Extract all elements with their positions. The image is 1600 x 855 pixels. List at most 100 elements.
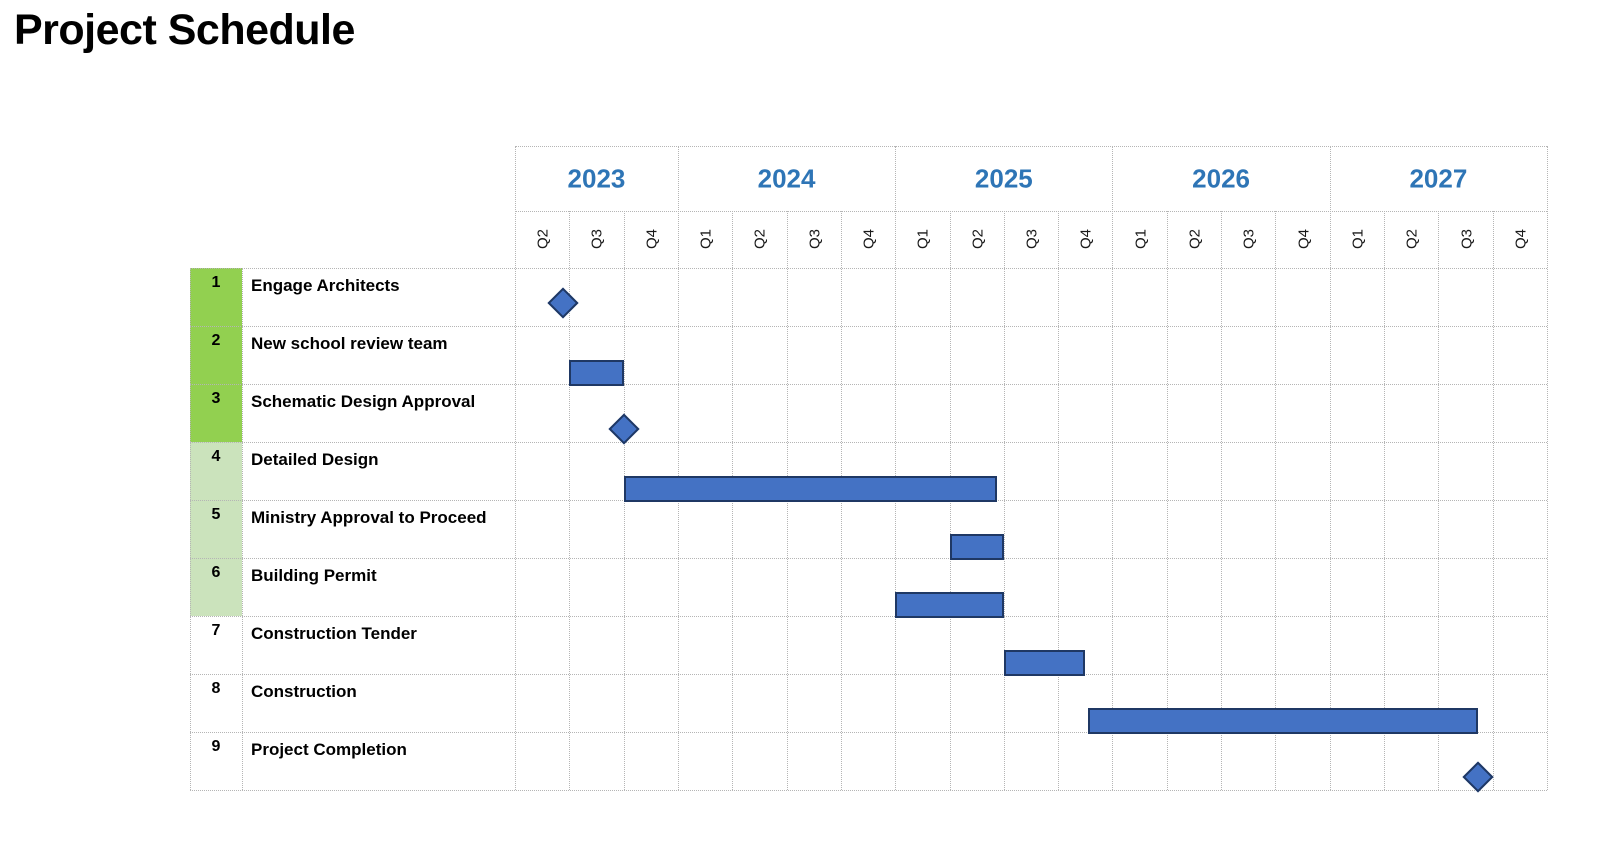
quarter-label: Q2 bbox=[969, 228, 987, 250]
task-name: New school review team bbox=[251, 334, 448, 353]
gantt-milestone-diamond bbox=[547, 287, 579, 319]
task-number: 9 bbox=[211, 738, 221, 755]
quarter-label: Q3 bbox=[1023, 228, 1041, 250]
year-label: 2025 bbox=[974, 163, 1033, 193]
gantt-bar bbox=[1003, 650, 1086, 676]
grid-line bbox=[1492, 211, 1494, 790]
task-number-cell: 1 bbox=[190, 268, 242, 326]
task-number-cell: 8 bbox=[190, 674, 242, 732]
grid-line bbox=[190, 674, 1547, 675]
grid-line bbox=[677, 146, 679, 790]
task-name-cell: Project Completion bbox=[242, 732, 515, 790]
task-name-cell: Building Permit bbox=[242, 558, 515, 616]
year-label: 2023 bbox=[567, 163, 626, 193]
task-name-cell: New school review team bbox=[242, 326, 515, 384]
grid-line bbox=[1166, 211, 1168, 790]
gantt-bar bbox=[895, 592, 1004, 618]
task-number: 4 bbox=[211, 448, 221, 465]
grid-line bbox=[190, 790, 1547, 791]
quarter-label: Q3 bbox=[1240, 228, 1258, 250]
year-header-cell: 2027 bbox=[1330, 146, 1547, 211]
quarter-label: Q1 bbox=[914, 228, 932, 250]
quarter-label: Q4 bbox=[1077, 228, 1095, 250]
grid-line bbox=[569, 211, 571, 790]
quarter-label: Q2 bbox=[1186, 228, 1204, 250]
task-name: Ministry Approval to Proceed bbox=[251, 508, 487, 527]
quarter-label: Q1 bbox=[1132, 228, 1150, 250]
task-name-cell: Schematic Design Approval bbox=[242, 384, 515, 442]
quarter-label: Q3 bbox=[588, 228, 606, 250]
grid-line bbox=[515, 211, 1547, 212]
task-number-cell: 6 bbox=[190, 558, 242, 616]
task-name-cell: Construction bbox=[242, 674, 515, 732]
task-number-cell: 4 bbox=[190, 442, 242, 500]
year-header-cell: 2025 bbox=[895, 146, 1112, 211]
year-label: 2024 bbox=[757, 163, 816, 193]
quarter-label: Q4 bbox=[1512, 228, 1530, 250]
grid-line bbox=[1275, 211, 1277, 790]
quarter-label: Q2 bbox=[1403, 228, 1421, 250]
grid-line bbox=[515, 146, 1547, 147]
grid-line bbox=[190, 442, 1547, 443]
quarter-label: Q1 bbox=[697, 228, 715, 250]
quarter-label: Q4 bbox=[643, 228, 661, 250]
grid-line bbox=[190, 384, 1547, 385]
grid-line bbox=[1112, 146, 1114, 790]
quarter-label: Q3 bbox=[1458, 228, 1476, 250]
grid-line bbox=[1003, 211, 1005, 790]
task-number-cell: 3 bbox=[190, 384, 242, 442]
year-label: 2026 bbox=[1192, 163, 1251, 193]
grid-line bbox=[515, 146, 516, 790]
task-number: 7 bbox=[211, 622, 221, 639]
quarter-label: Q2 bbox=[751, 228, 769, 250]
grid-line bbox=[1438, 211, 1440, 790]
grid-line bbox=[190, 326, 1547, 327]
task-name: Construction bbox=[251, 682, 357, 701]
grid-line bbox=[190, 268, 1547, 269]
grid-line bbox=[1329, 146, 1331, 790]
task-number: 3 bbox=[211, 390, 221, 407]
task-number: 6 bbox=[211, 564, 221, 581]
task-number: 5 bbox=[211, 506, 221, 523]
gantt-bar bbox=[949, 534, 1004, 560]
year-header-cell: 2024 bbox=[678, 146, 895, 211]
gantt-milestone-diamond bbox=[1462, 761, 1494, 793]
gantt-milestone-diamond bbox=[608, 413, 640, 445]
year-header-cell: 2023 bbox=[515, 146, 678, 211]
grid-line bbox=[1547, 146, 1548, 790]
task-name: Project Completion bbox=[251, 740, 407, 759]
gantt-bar bbox=[569, 360, 624, 386]
task-number-cell: 2 bbox=[190, 326, 242, 384]
task-number: 1 bbox=[211, 274, 221, 291]
grid-line bbox=[242, 268, 243, 790]
quarter-label: Q3 bbox=[806, 228, 824, 250]
task-name: Construction Tender bbox=[251, 624, 417, 643]
quarter-label: Q1 bbox=[1349, 228, 1367, 250]
task-number-cell: 5 bbox=[190, 500, 242, 558]
task-name: Schematic Design Approval bbox=[251, 392, 476, 411]
gantt-bar bbox=[1088, 708, 1479, 734]
grid-line bbox=[190, 732, 1547, 733]
grid-line bbox=[190, 268, 191, 790]
page-title: Project Schedule bbox=[14, 6, 355, 54]
task-name: Building Permit bbox=[251, 566, 377, 585]
grid-line bbox=[190, 558, 1547, 559]
year-label: 2027 bbox=[1409, 163, 1468, 193]
quarter-label: Q2 bbox=[534, 228, 552, 250]
task-name: Detailed Design bbox=[251, 450, 379, 469]
quarter-label: Q4 bbox=[860, 228, 878, 250]
gantt-bar bbox=[623, 476, 997, 502]
task-name-cell: Engage Architects bbox=[242, 268, 515, 326]
task-number-cell: 7 bbox=[190, 616, 242, 674]
grid-line bbox=[1221, 211, 1223, 790]
task-name-cell: Construction Tender bbox=[242, 616, 515, 674]
quarter-label: Q4 bbox=[1295, 228, 1313, 250]
task-number: 8 bbox=[211, 680, 221, 697]
task-name-cell: Detailed Design bbox=[242, 442, 515, 500]
task-number: 2 bbox=[211, 332, 221, 349]
task-number-cell: 9 bbox=[190, 732, 242, 790]
year-header-cell: 2026 bbox=[1112, 146, 1329, 211]
grid-line bbox=[1384, 211, 1386, 790]
